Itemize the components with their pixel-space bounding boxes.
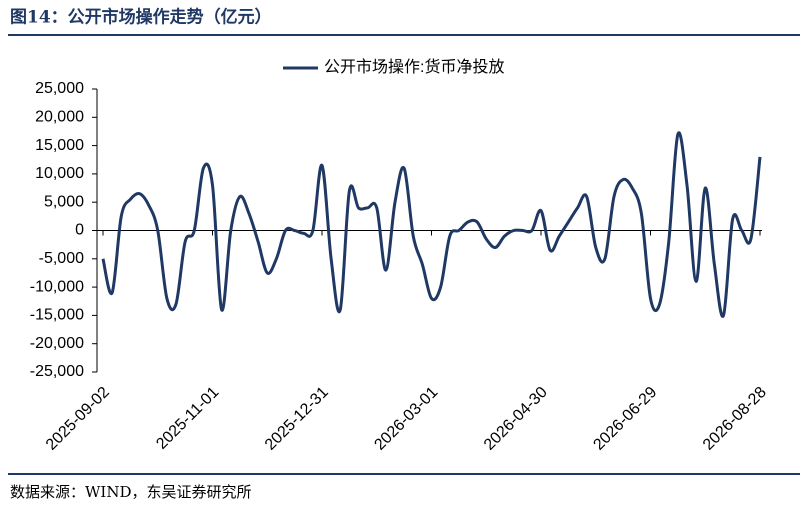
series-line [101,131,762,318]
chart-title: 图14：公开市场操作走势（亿元） [10,7,272,28]
x-tick-label: 2026-04-30 [481,384,551,454]
y-tick-label: 10,000 [35,165,84,182]
y-tick-label: 0 [75,222,84,239]
x-tick-label: 2025-09-02 [43,384,113,454]
y-tick-label: 15,000 [35,137,84,154]
y-tick-label: -20,000 [30,335,84,352]
y-tick-label: 5,000 [44,193,84,210]
y-tick-label: -10,000 [30,278,84,295]
y-tick-label: 25,000 [35,80,84,97]
legend-label: 公开市场操作:货币净投放 [324,58,504,76]
x-tick-label: 2026-08-28 [700,384,770,454]
x-tick-label: 2025-11-01 [153,384,222,453]
y-tick-label: 20,000 [35,109,84,126]
x-tick-label: 2025-12-31 [262,384,332,454]
x-tick-label: 2026-03-01 [371,384,441,454]
x-tick-label: 2026-06-29 [590,384,660,454]
source-note: 数据来源：WIND，东吴证券研究所 [10,483,252,501]
y-tick-label: -5,000 [39,250,84,267]
y-tick-label: -15,000 [30,307,84,324]
y-tick-label: -25,000 [30,363,84,380]
